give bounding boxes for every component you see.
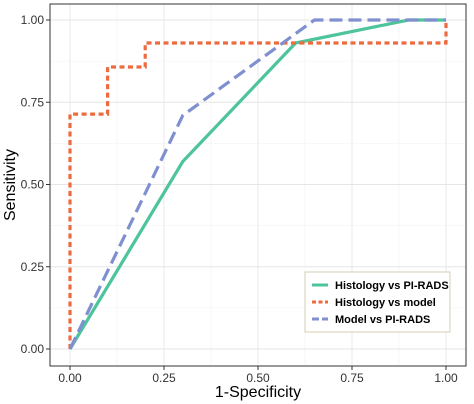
series-line-3: [68, 18, 446, 350]
axis-ticks: 0.00 0.25 0.50 0.75 1.00 0.00 0.25 0.50 0.75 1.00: [21, 13, 458, 385]
y-tick-label: 0.50: [21, 178, 45, 192]
series-line-2: [68, 20, 448, 349]
x-tick-label: 1.00: [434, 371, 458, 385]
legend-label-2: Histology vs model: [335, 297, 436, 309]
x-tick-label: 0.00: [58, 371, 82, 385]
x-axis-title: 1-Specificity: [215, 384, 301, 401]
x-tick-label: 0.25: [152, 371, 176, 385]
y-axis-title: Sensitivity: [2, 149, 19, 221]
grid: [50, 4, 466, 366]
x-tick-label: 0.50: [246, 371, 270, 385]
y-tick-label: 1.00: [21, 13, 45, 27]
legend-box: [304, 271, 451, 333]
y-tick-label: 0.25: [21, 260, 45, 274]
y-tick-label: 0.75: [21, 95, 45, 109]
legend: Histology vs PI-RADS Histology vs model Mo…: [304, 271, 451, 333]
series-lines: [68, 18, 448, 350]
legend-label-1: Histology vs PI-RADS: [335, 280, 449, 292]
legend-label-3: Model vs PI-RADS: [335, 314, 430, 326]
x-tick-label: 0.75: [340, 371, 364, 385]
y-tick-label: 0.00: [21, 342, 45, 356]
